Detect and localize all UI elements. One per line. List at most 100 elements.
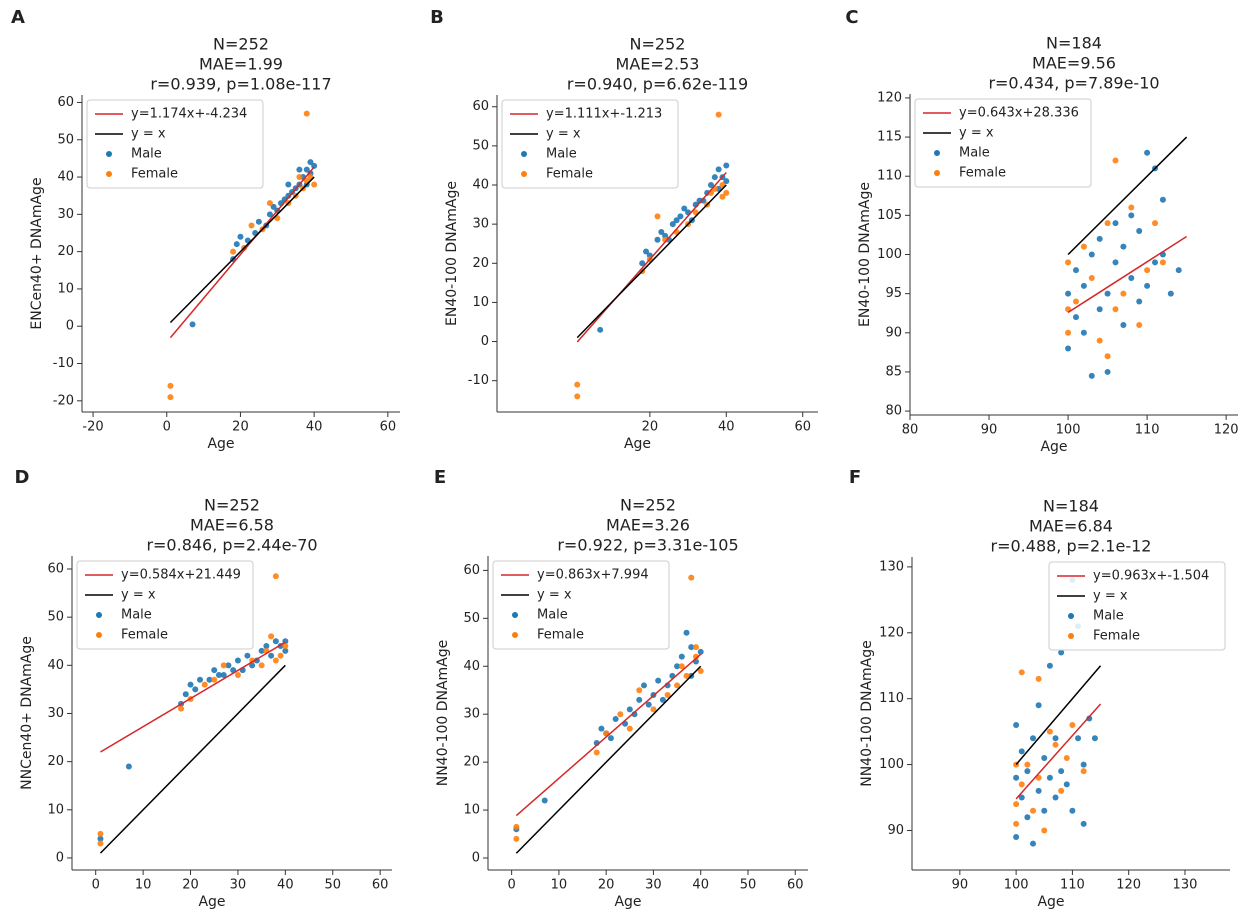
point [1104, 368, 1111, 375]
point [1112, 259, 1119, 266]
x-tick-label: 20 [642, 420, 659, 435]
point [1069, 722, 1076, 729]
panel-label: F [849, 467, 861, 488]
point [220, 662, 227, 669]
point [658, 228, 665, 235]
y-tick-label: 30 [463, 707, 480, 722]
legend-label: y = x [121, 588, 156, 603]
point [1065, 259, 1072, 266]
legend: y=0.643x+28.336 y = x Male Female [914, 98, 1092, 188]
fit-line [1067, 235, 1188, 314]
point [655, 677, 662, 684]
point [598, 725, 605, 732]
point [178, 705, 185, 712]
x-tick-label: -20 [82, 420, 103, 435]
x-tick-label: 100 [1004, 878, 1029, 893]
y-axis-label: NNCen40+ DNAmAge [19, 636, 35, 790]
y-tick-label: 105 [877, 208, 902, 223]
point [1128, 212, 1135, 219]
legend-swatch [934, 170, 940, 176]
point [715, 166, 722, 173]
point [597, 326, 604, 333]
point [626, 706, 633, 713]
point [1030, 840, 1037, 847]
point [1035, 675, 1042, 682]
point [1080, 820, 1087, 827]
x-tick-label: 0 [507, 878, 515, 893]
point [1041, 754, 1048, 761]
point [674, 663, 681, 670]
point [272, 638, 279, 645]
legend-label: Female [959, 166, 1006, 181]
x-tick-label: 30 [230, 878, 247, 893]
point [1024, 761, 1031, 768]
y-tick-label: 50 [472, 138, 489, 153]
fit-line [1067, 136, 1188, 256]
point [97, 830, 104, 837]
y-tick-label: 40 [57, 170, 74, 185]
point [1096, 306, 1103, 313]
y-tick-label: 20 [57, 244, 74, 259]
point [125, 763, 132, 770]
chart-title: N=252 [204, 496, 260, 515]
legend-label: Male [959, 146, 990, 161]
fit-line [515, 665, 702, 854]
y-tick-label: 90 [887, 823, 904, 838]
point [683, 629, 690, 636]
point [715, 111, 722, 118]
point [607, 735, 614, 742]
y-tick-label: 60 [472, 99, 489, 114]
x-tick-label: 40 [306, 420, 323, 435]
point [1065, 329, 1072, 336]
chart-title: r=0.940, p=6.62e-119 [567, 75, 748, 94]
legend: y=1.111x+-1.213 y = x Male Female [501, 99, 679, 189]
point [1046, 774, 1053, 781]
point [1152, 259, 1159, 266]
point [1069, 807, 1076, 814]
legend-label: y=1.111x+-1.213 [546, 107, 662, 122]
x-tick-label: 130 [1173, 878, 1198, 893]
legend: y=0.863x+7.994 y = x Male Female [492, 560, 670, 650]
point [513, 835, 520, 842]
y-tick-label: 10 [47, 802, 64, 817]
point [1013, 820, 1020, 827]
x-tick-label: 110 [1060, 878, 1085, 893]
point [692, 644, 699, 651]
x-tick-label: 50 [740, 878, 757, 893]
point [268, 633, 275, 640]
y-tick-label: 40 [47, 658, 64, 673]
legend-label: Female [121, 628, 168, 643]
y-tick-label: 50 [57, 132, 74, 147]
legend-label: Male [1093, 609, 1124, 624]
point [1167, 290, 1174, 297]
point [1063, 754, 1070, 761]
point [683, 672, 690, 679]
point [285, 181, 292, 188]
point [282, 647, 289, 654]
y-tick-label: 110 [879, 691, 904, 706]
point [167, 394, 174, 401]
point [248, 222, 255, 229]
fit-line [99, 664, 286, 854]
point [1104, 353, 1111, 360]
point [303, 166, 310, 173]
point [206, 676, 213, 683]
point [296, 174, 303, 181]
point [1088, 274, 1095, 281]
x-axis-label: Age [614, 894, 641, 909]
point [272, 657, 279, 664]
y-tick-label: 30 [47, 706, 64, 721]
point [681, 205, 688, 212]
legend-swatch [1068, 633, 1074, 639]
chart-title: N=184 [1043, 497, 1099, 516]
legend-box [914, 98, 1092, 188]
point [1046, 662, 1053, 669]
x-tick-label: 100 [1056, 423, 1081, 438]
point [708, 182, 714, 189]
point [719, 193, 726, 200]
y-tick-label: 110 [877, 169, 902, 184]
point [258, 662, 265, 669]
